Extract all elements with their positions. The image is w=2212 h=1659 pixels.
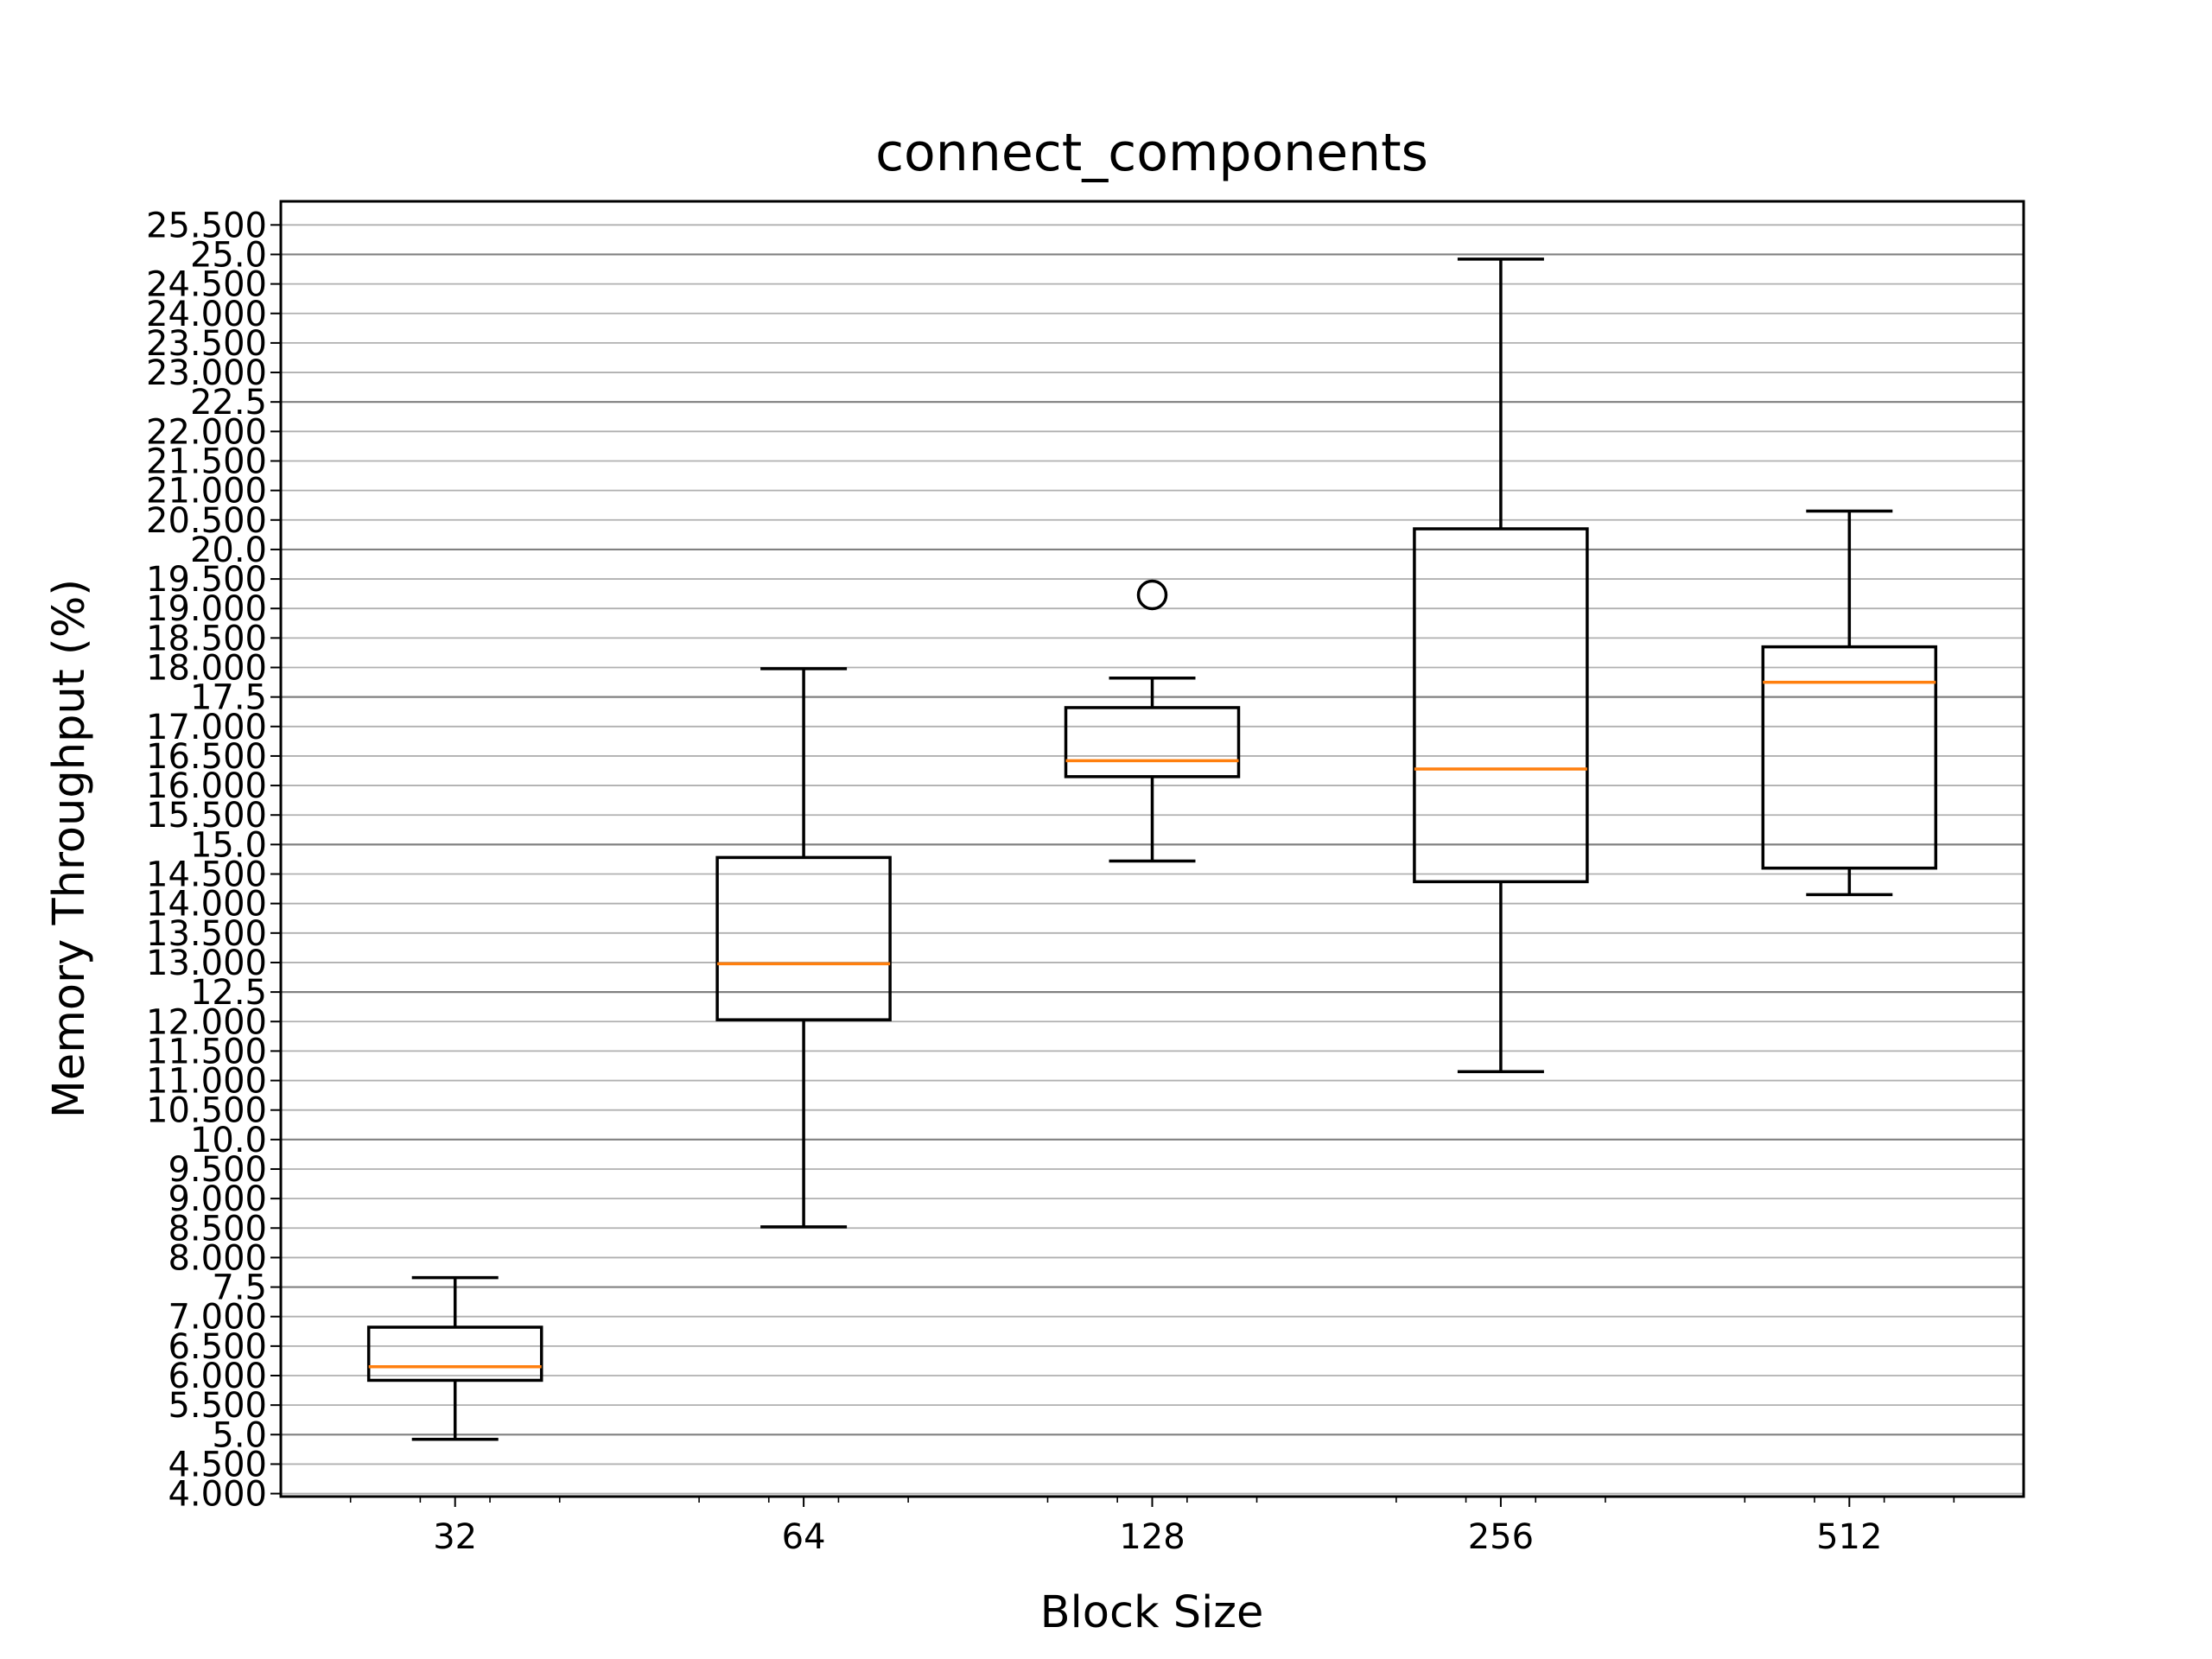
y-tick-label: 17.000 [146,708,267,747]
y-tick-label: 7.000 [168,1298,267,1338]
y-axis-ticks: 4.0004.5005.05.5006.0006.5007.0007.58.00… [146,206,281,1515]
y-tick-label: 11.000 [146,1062,267,1102]
outlier-point [1136,579,1168,611]
box-128 [1064,579,1241,863]
y-tick-label: 9.000 [168,1179,267,1219]
y-tick-label: 16.000 [146,766,267,806]
box-64 [715,667,892,1229]
y-tick-label: 11.500 [146,1032,267,1071]
y-tick-label: 13.000 [146,944,267,983]
y-tick-label: 25.0 [190,235,267,275]
y-axis-label: Memory Throughput (%) [44,579,95,1118]
chart-title: connect_components [875,123,1428,183]
y-tick-label: 15.500 [146,796,267,836]
box-512 [1761,509,1938,897]
y-tick-label: 24.000 [146,295,267,334]
y-tick-label: 15.0 [190,825,267,865]
box-body [1064,706,1241,779]
y-tick-label: 24.500 [146,265,267,305]
y-tick-label: 14.000 [146,885,267,925]
y-tick-label: 20.0 [190,531,267,570]
y-tick-label: 4.000 [168,1475,267,1515]
box-body [366,1325,543,1382]
y-tick-label: 10.500 [146,1091,267,1131]
y-tick-label: 23.000 [146,353,267,393]
y-tick-label: 14.500 [146,855,267,895]
y-tick-label: 20.500 [146,501,267,541]
y-tick-label: 19.000 [146,589,267,629]
y-tick-label: 12.000 [146,1002,267,1042]
y-tick-label: 5.0 [212,1415,267,1455]
box-256 [1413,257,1589,1074]
y-tick-label: 16.500 [146,737,267,777]
y-tick-label: 8.500 [168,1209,267,1249]
box-body [1761,645,1938,870]
y-tick-label: 18.500 [146,619,267,658]
y-tick-label: 23.500 [146,324,267,364]
y-tick-label: 8.000 [168,1238,267,1278]
y-tick-label: 21.000 [146,472,267,512]
y-tick-label: 6.500 [168,1327,267,1367]
x-tick-label: 512 [1816,1517,1882,1557]
y-tick-label: 12.5 [190,973,267,1013]
x-tick-label: 32 [433,1517,477,1557]
y-tick-label: 6.000 [168,1357,267,1396]
box-body [715,855,892,1021]
x-tick-label: 256 [1468,1517,1534,1557]
x-tick-label: 64 [782,1517,826,1557]
x-tick-label: 128 [1119,1517,1185,1557]
y-tick-label: 21.500 [146,442,267,481]
y-tick-label: 25.500 [146,206,267,245]
box-body [1413,527,1589,884]
box-32 [366,1275,543,1441]
y-tick-label: 22.000 [146,412,267,452]
y-tick-label: 4.500 [168,1445,267,1484]
x-axis-label: Block Size [1040,1587,1264,1638]
y-tick-label: 18.000 [146,649,267,689]
y-tick-label: 7.5 [212,1268,267,1308]
y-tick-label: 5.500 [168,1386,267,1426]
y-tick-label: 19.500 [146,560,267,600]
y-tick-label: 10.0 [190,1121,267,1160]
y-tick-label: 17.5 [190,678,267,718]
boxes [366,257,1938,1441]
y-tick-label: 13.500 [146,914,267,954]
y-tick-label: 22.5 [190,383,267,423]
y-tick-label: 9.500 [168,1150,267,1190]
x-axis-ticks: 32 64 128 256 512 [349,1497,1955,1557]
plot-frame [279,200,2025,1498]
